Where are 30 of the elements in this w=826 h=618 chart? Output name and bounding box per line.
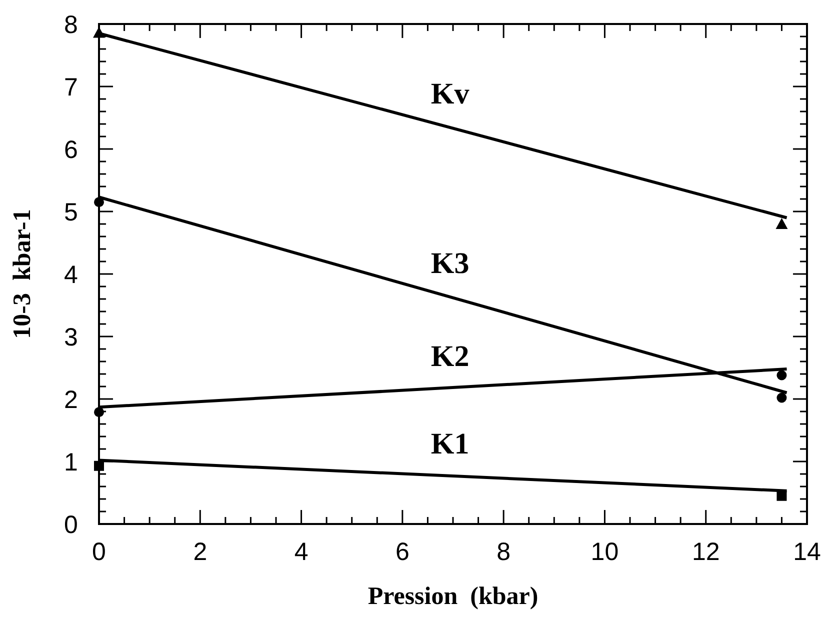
y-tick-label: 2 (64, 386, 78, 414)
x-tick-label: 10 (590, 538, 619, 566)
point (94, 407, 104, 418)
x-axis-title: Pression (kbar) (368, 583, 538, 610)
x-tick-label: 6 (395, 538, 410, 566)
y-tick-label: 1 (64, 448, 78, 476)
y-tick-label: 8 (64, 10, 78, 39)
x-tick-label: 0 (92, 538, 106, 566)
y-axis-title: 10-3 kbar-1 (9, 209, 36, 339)
x-tick-label: 8 (496, 538, 511, 566)
y-tick-label: 5 (64, 198, 78, 226)
x-tick-label: 12 (692, 538, 720, 566)
x-tick-label: 2 (193, 538, 208, 566)
y-tick-label: 7 (64, 73, 78, 102)
series-label: K1 (430, 428, 470, 461)
series-label: K2 (430, 340, 470, 374)
point (776, 370, 787, 380)
point (776, 218, 788, 229)
point (776, 490, 787, 501)
x-tick-label: 4 (294, 538, 308, 566)
series-label: K3 (430, 246, 470, 280)
y-tick-label: 3 (64, 323, 78, 352)
y-tick-label: 6 (64, 136, 78, 164)
point (94, 197, 104, 208)
x-tick-label: 14 (793, 538, 821, 566)
y-tick-label: 0 (64, 510, 78, 539)
series-label: Kv (430, 78, 470, 111)
point (94, 460, 104, 471)
y-tick-label: 4 (64, 260, 78, 289)
point (776, 392, 787, 403)
